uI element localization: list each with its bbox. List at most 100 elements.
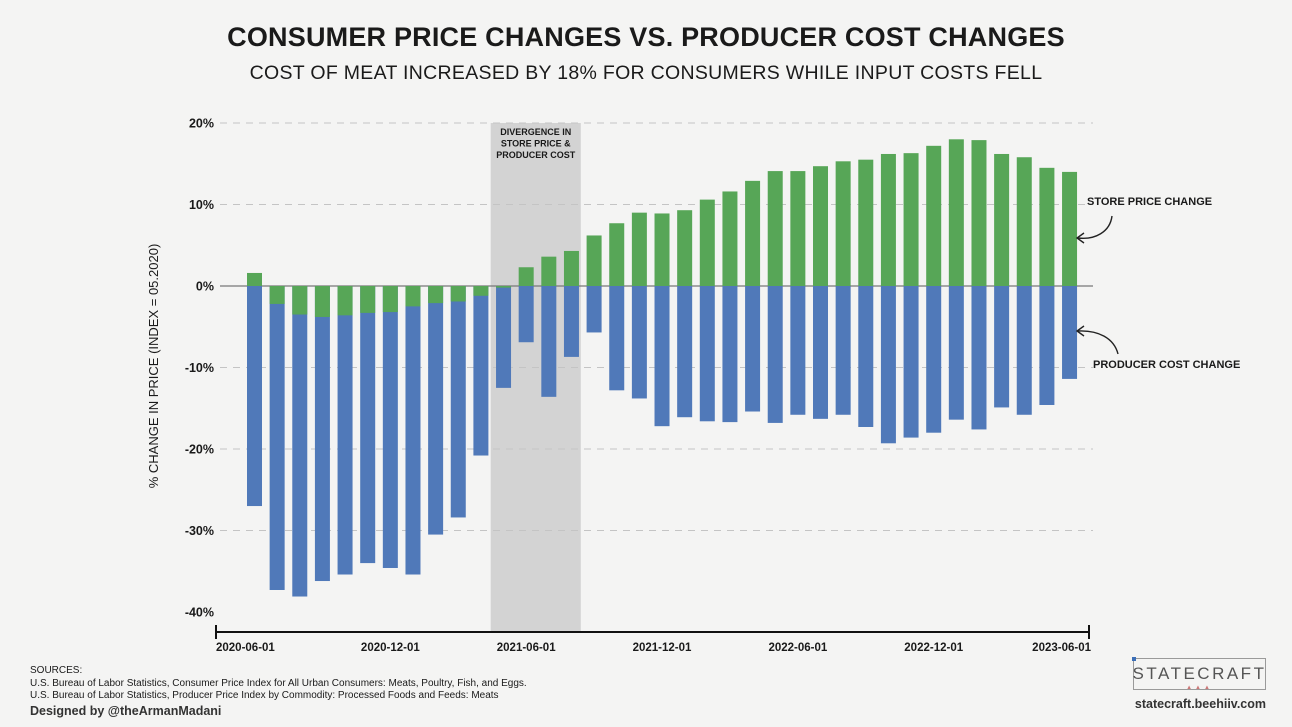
x-tick-label: 2023-06-01: [1032, 642, 1091, 654]
divergence-label: DIVERGENCE IN STORE PRICE & PRODUCER COST: [496, 127, 576, 160]
bar-store-price: [1039, 167, 1055, 286]
bar-store-price: [813, 166, 828, 286]
bar-store-price: [382, 286, 398, 313]
logo-marks-icon: ▲▲▲: [1186, 685, 1213, 691]
bar-producer-cost: [541, 286, 557, 397]
bar-producer-cost: [699, 286, 715, 422]
bar-producer-cost: [450, 286, 466, 518]
y-tick-layer: 20% 10% 0% -10% -20% -30% -40%: [185, 117, 214, 620]
bar-store-price: [428, 286, 444, 304]
bar-producer-cost: [971, 286, 987, 430]
bar-store-price: [247, 272, 262, 286]
y-tick-label: 0%: [196, 280, 214, 294]
bar-store-price: [745, 180, 761, 286]
bar-producer-cost: [1062, 286, 1078, 379]
x-tick-label: 2020-06-01: [216, 642, 275, 654]
bar-producer-cost: [677, 286, 693, 418]
bar-producer-cost: [790, 286, 806, 415]
statecraft-logo: STATECRAFT ▲▲▲: [1132, 657, 1267, 691]
bar-producer-cost: [518, 286, 534, 343]
bar-producer-cost: [292, 286, 308, 597]
annotation-layer: STORE PRICE CHANGE PRODUCER COST CHANGE: [1075, 196, 1240, 371]
producer-arrowhead-icon: [1075, 325, 1085, 337]
bar-store-price: [337, 286, 353, 316]
x-tick-label: 2021-12-01: [633, 642, 692, 654]
bar-producer-cost: [1016, 286, 1032, 415]
y-tick-label: -40%: [185, 606, 214, 620]
bar-producer-cost: [405, 286, 421, 575]
bar-store-price: [496, 286, 512, 288]
bar-store-price: [880, 153, 896, 286]
bar-producer-cost: [337, 286, 353, 575]
bar-store-price: [360, 286, 376, 313]
bar-store-price: [677, 210, 693, 286]
y-tick-label: -10%: [185, 361, 214, 375]
y-tick-label: 20%: [189, 117, 214, 131]
bar-store-price: [450, 286, 466, 302]
bar-chart: DIVERGENCE IN STORE PRICE & PRODUCER COST …: [146, 117, 1240, 655]
bar-producer-cost: [496, 286, 512, 388]
bar-store-price: [586, 235, 602, 286]
bar-producer-cost: [926, 286, 942, 433]
bar-store-price: [926, 145, 942, 286]
store-arrowhead-icon: [1075, 232, 1085, 244]
bar-producer-cost: [722, 286, 738, 423]
producer-cost-callout: PRODUCER COST CHANGE: [1093, 359, 1240, 371]
x-tick-label: 2022-12-01: [904, 642, 963, 654]
x-axis-layer: 2020-06-01 2020-12-01 2021-06-01 2021-12-01…: [215, 625, 1092, 654]
designer-credit: Designed by @theArmanMadani: [30, 704, 222, 718]
bar-producer-cost: [948, 286, 964, 420]
bar-store-price: [563, 250, 579, 286]
bar-store-price: [948, 139, 964, 286]
bar-store-price: [994, 153, 1010, 286]
bar-producer-cost: [813, 286, 828, 419]
bar-producer-cost: [880, 286, 896, 444]
bar-producer-cost: [654, 286, 670, 427]
sources-label: SOURCES:: [30, 665, 83, 676]
logo-accent-icon: [1132, 657, 1136, 661]
bar-producer-cost: [269, 286, 285, 590]
producer-arrow-icon: [1077, 330, 1119, 355]
source-line: U.S. Bureau of Labor Statistics, Consume…: [30, 677, 527, 689]
y-axis-label: % CHANGE IN PRICE (INDEX = 05.2020): [146, 244, 161, 489]
sources-block: SOURCES: U.S. Bureau of Labor Statistics…: [30, 665, 527, 703]
store-price-callout: STORE PRICE CHANGE: [1087, 196, 1212, 208]
bar-producer-cost: [903, 286, 919, 438]
logo-text: STATECRAFT: [1132, 664, 1267, 683]
bar-store-price: [722, 191, 738, 286]
x-tick-label: 2022-06-01: [768, 642, 827, 654]
x-tick-label: 2021-06-01: [497, 642, 556, 654]
bar-store-price: [473, 286, 489, 296]
bar-store-price: [654, 213, 670, 286]
bar-store-price: [541, 256, 557, 286]
bar-producer-cost: [835, 286, 851, 415]
bar-store-price: [518, 267, 534, 286]
bar-store-price: [971, 140, 987, 286]
bar-store-price: [767, 171, 783, 286]
y-tick-label: 10%: [189, 198, 214, 212]
bar-producer-cost: [382, 286, 398, 568]
bar-producer-cost: [858, 286, 874, 427]
bar-producer-cost: [428, 286, 444, 535]
bar-producer-cost: [609, 286, 625, 391]
bar-store-price: [858, 159, 874, 286]
bar-producer-cost: [631, 286, 647, 399]
source-line: U.S. Bureau of Labor Statistics, Produce…: [30, 690, 499, 701]
bar-store-price: [609, 223, 625, 286]
bar-store-price: [699, 199, 715, 286]
store-arrow-icon: [1077, 215, 1113, 239]
x-tick-label: 2020-12-01: [361, 642, 420, 654]
bar-store-price: [835, 161, 851, 286]
bar-store-price: [790, 171, 806, 286]
bar-layer: [247, 139, 1078, 597]
bar-store-price: [292, 286, 308, 315]
bar-producer-cost: [586, 286, 602, 333]
bar-producer-cost: [473, 286, 489, 456]
bar-producer-cost: [767, 286, 783, 423]
site-link[interactable]: statecraft.beehiiv.com: [1134, 697, 1266, 711]
bar-store-price: [314, 286, 330, 317]
bar-producer-cost: [745, 286, 761, 412]
bar-producer-cost: [1039, 286, 1055, 405]
bar-producer-cost: [314, 286, 330, 582]
bar-producer-cost: [563, 286, 579, 357]
